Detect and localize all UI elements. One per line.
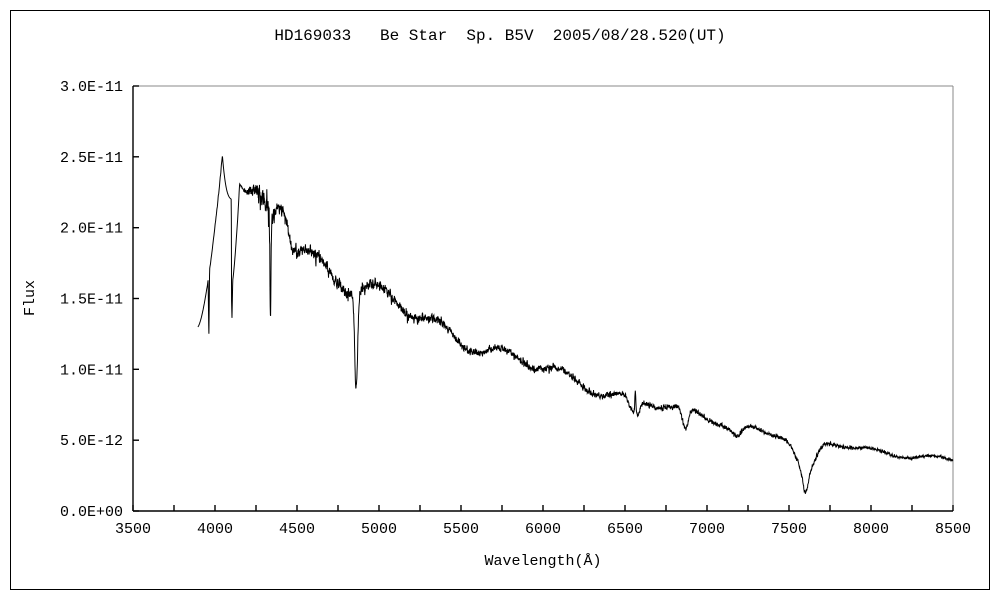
svg-text:3500: 3500 [115,521,151,538]
svg-text:5500: 5500 [443,521,479,538]
svg-text:4500: 4500 [279,521,315,538]
svg-text:Flux: Flux [22,280,39,316]
svg-text:5.0E-12: 5.0E-12 [60,433,123,450]
svg-text:6500: 6500 [607,521,643,538]
svg-text:8500: 8500 [935,521,971,538]
svg-text:7000: 7000 [689,521,725,538]
svg-text:2.0E-11: 2.0E-11 [60,221,123,238]
svg-text:8000: 8000 [853,521,889,538]
svg-text:3.0E-11: 3.0E-11 [60,79,123,96]
svg-text:2.5E-11: 2.5E-11 [60,150,123,167]
svg-text:1.5E-11: 1.5E-11 [60,292,123,309]
svg-text:6000: 6000 [525,521,561,538]
svg-text:1.0E-11: 1.0E-11 [60,362,123,379]
svg-text:4000: 4000 [197,521,233,538]
svg-text:5000: 5000 [361,521,397,538]
svg-text:Wavelength(Å): Wavelength(Å) [484,553,601,570]
svg-text:0.0E+00: 0.0E+00 [60,504,123,521]
svg-text:7500: 7500 [771,521,807,538]
